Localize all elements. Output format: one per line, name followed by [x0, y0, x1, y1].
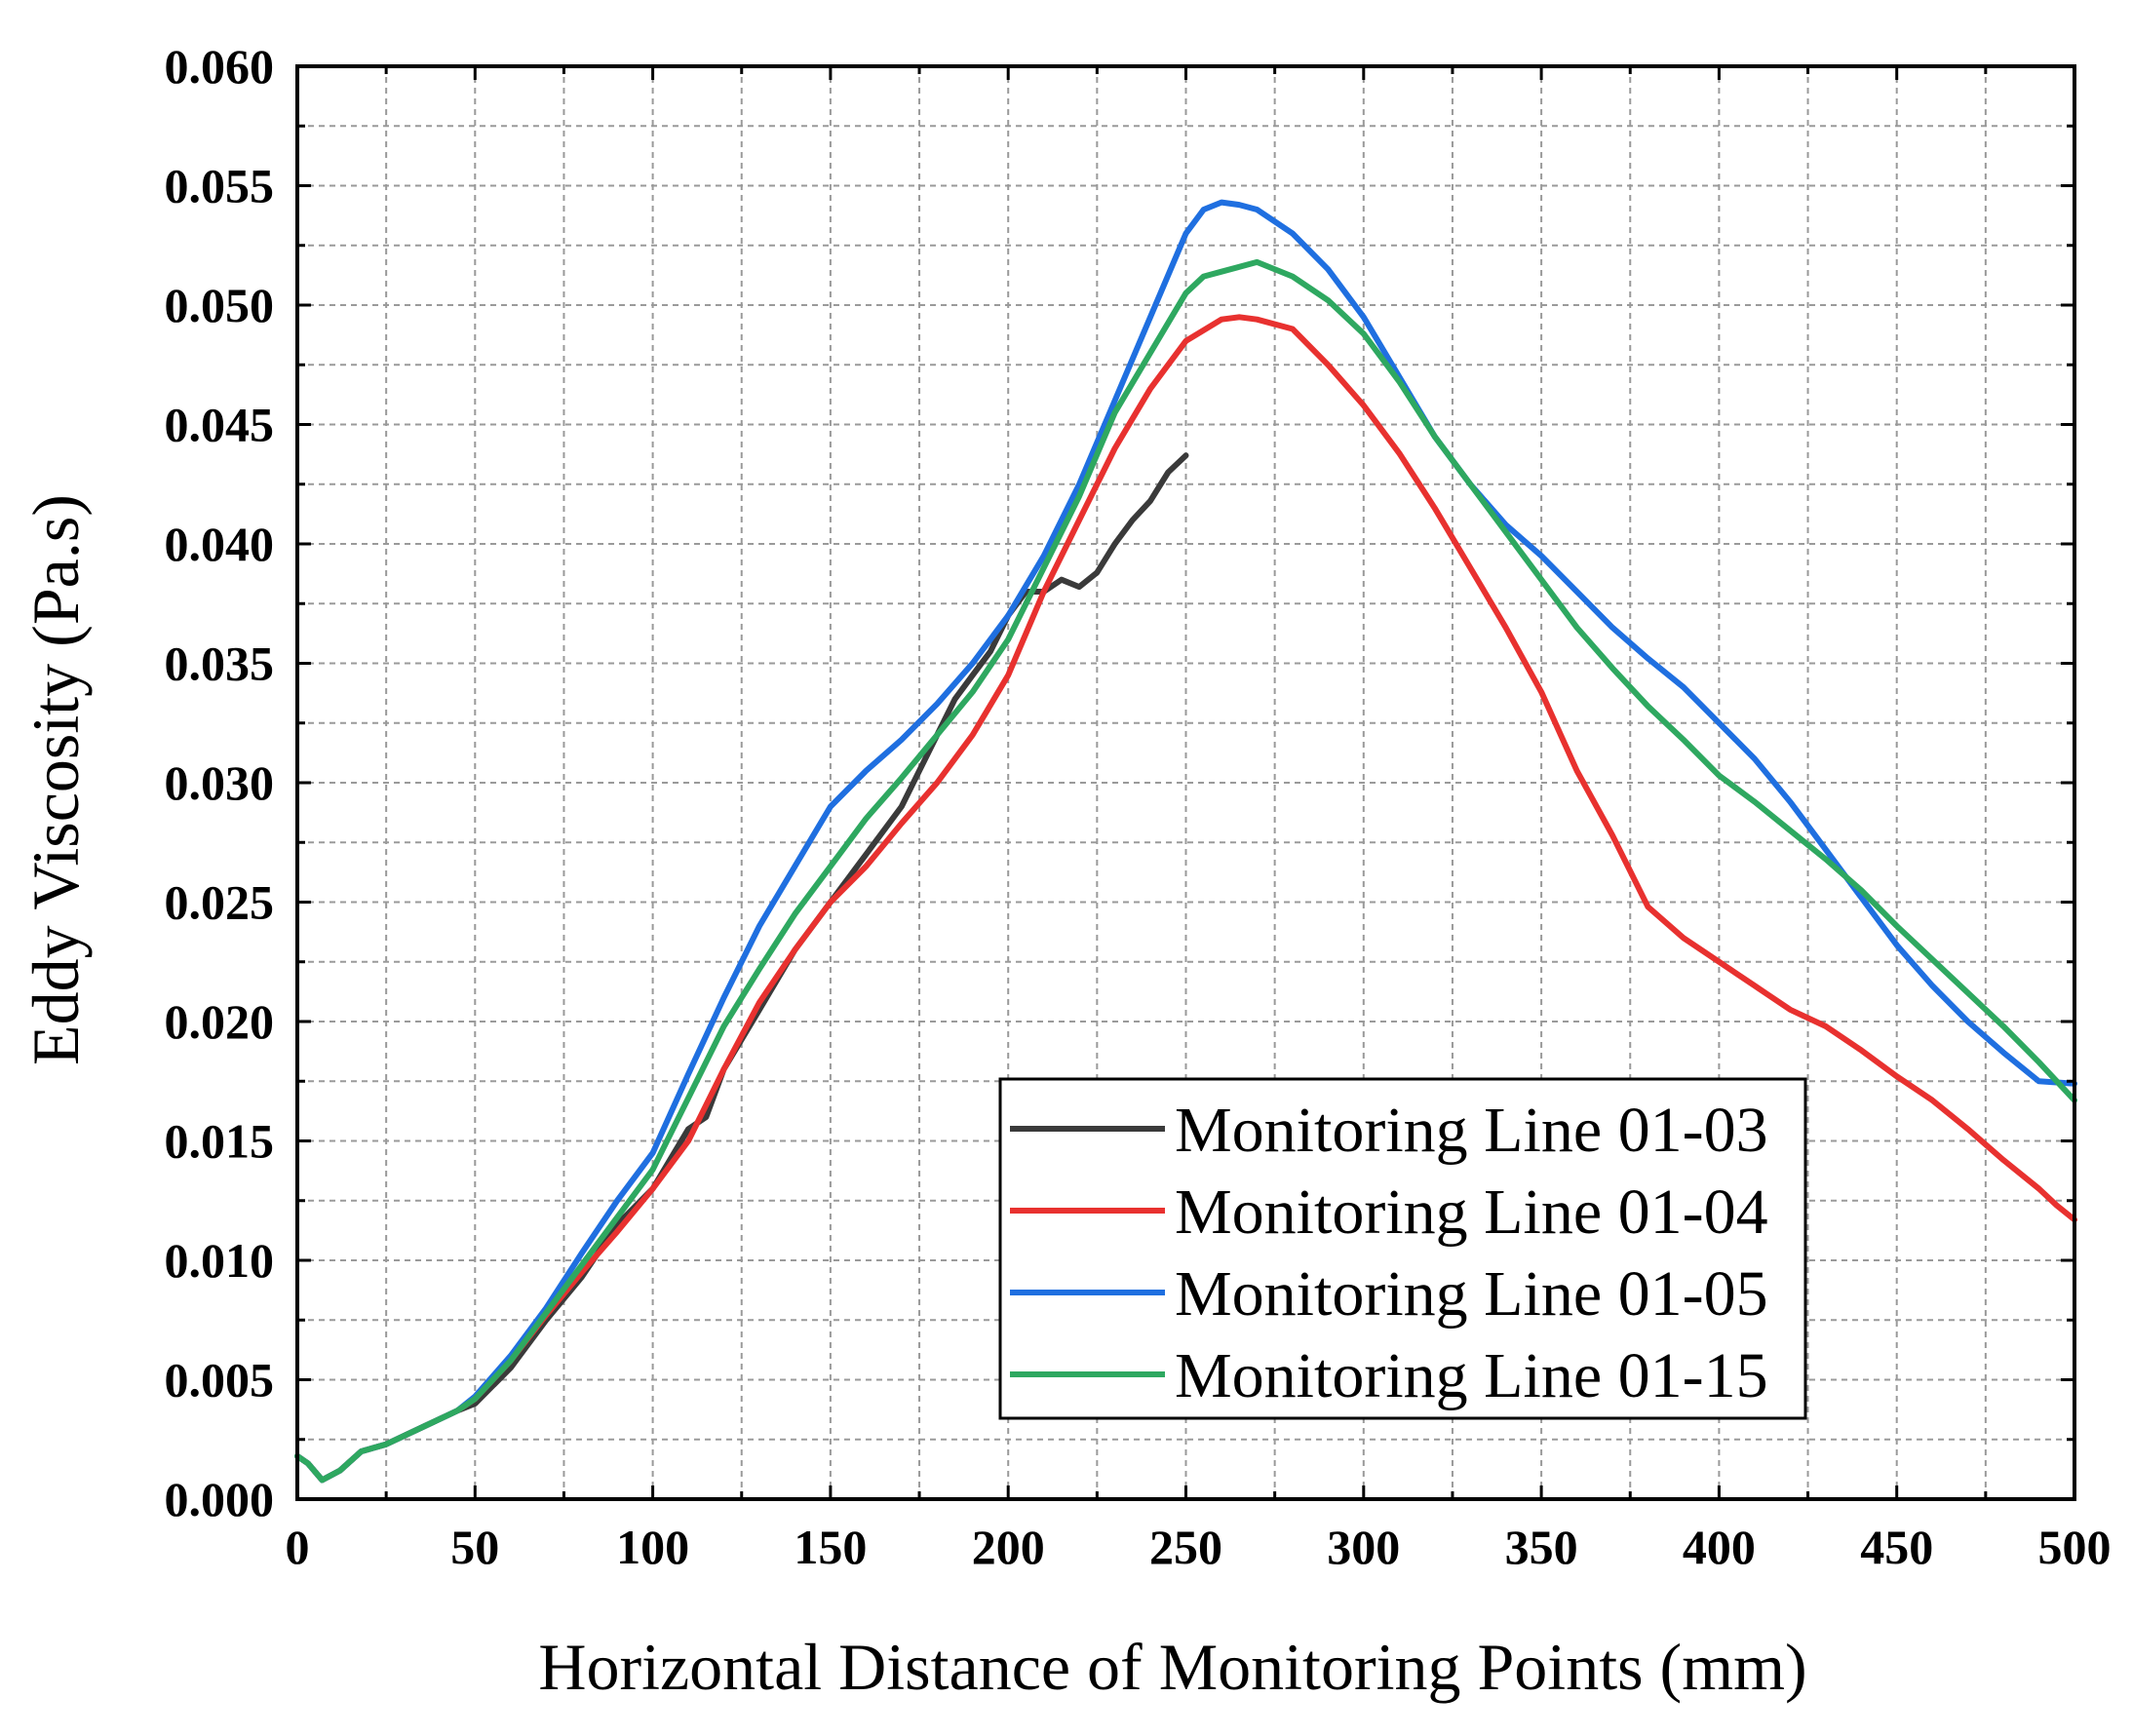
x-tick-label: 100: [616, 1520, 689, 1574]
y-axis-title: Eddy Viscosity (Pa.s): [19, 494, 93, 1065]
legend-label-01-05: Monitoring Line 01-05: [1175, 1258, 1768, 1330]
y-tick-label: 0.000: [165, 1472, 275, 1526]
y-tick-label: 0.015: [165, 1114, 275, 1169]
x-tick-label: 200: [972, 1520, 1045, 1574]
y-tick-label: 0.050: [165, 278, 275, 332]
y-tick-label: 0.030: [165, 755, 275, 810]
y-tick-label: 0.010: [165, 1233, 275, 1288]
series-line-monitoring-line-01-15: [294, 258, 2077, 1484]
legend-label-01-04: Monitoring Line 01-04: [1175, 1177, 1768, 1248]
x-tick-label: 400: [1683, 1520, 1756, 1574]
x-tick-label: 350: [1505, 1520, 1578, 1574]
x-tick-label: 250: [1149, 1520, 1222, 1574]
x-axis-title: Horizontal Distance of Monitoring Points…: [538, 1630, 1806, 1704]
legend-box: [998, 1077, 1807, 1420]
y-tick-label: 0.055: [165, 159, 275, 213]
x-tick-label: 150: [794, 1520, 867, 1574]
y-tick-label: 0.040: [165, 517, 275, 571]
legend-label-01-03: Monitoring Line 01-03: [1175, 1095, 1768, 1166]
y-tick-label: 0.020: [165, 994, 275, 1049]
legend-label-01-15: Monitoring Line 01-15: [1175, 1340, 1768, 1411]
x-tick-label: 0: [286, 1520, 310, 1574]
legend: Monitoring Line 01-03 Monitoring Line 01…: [998, 1077, 1807, 1420]
y-tick-label: 0.025: [165, 875, 275, 930]
x-tick-label: 500: [2038, 1520, 2112, 1574]
x-tick-label: 50: [450, 1520, 499, 1574]
series-lines: [294, 199, 2077, 1484]
y-tick-label: 0.060: [165, 39, 275, 94]
y-tick-label: 0.005: [165, 1353, 275, 1408]
tick-labels: 0 50 100 150 200 250 300 350 400 450 500 0.000 0.005…: [165, 39, 2112, 1574]
y-tick-label: 0.035: [165, 637, 275, 691]
axis-ticks: [295, 64, 2076, 1501]
y-tick-label: 0.045: [165, 398, 275, 452]
x-tick-label: 300: [1327, 1520, 1400, 1574]
x-tick-label: 450: [1860, 1520, 1933, 1574]
